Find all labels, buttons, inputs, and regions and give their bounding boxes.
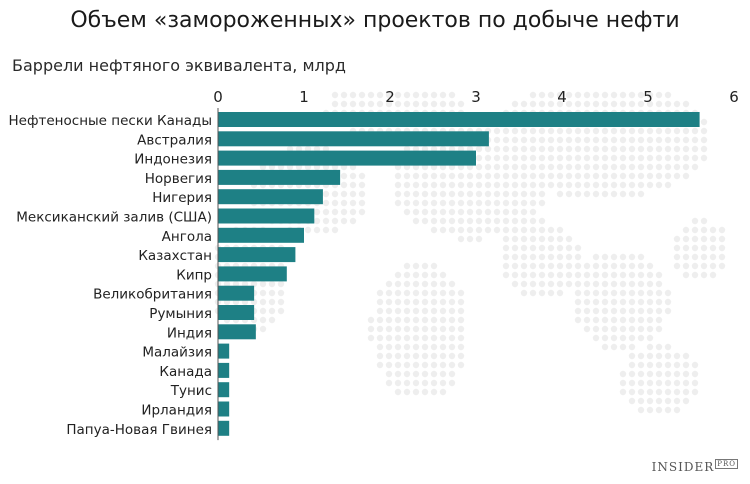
bar	[218, 266, 287, 282]
category-label: Ирландия	[141, 403, 212, 419]
category-label: Индия	[167, 325, 212, 341]
category-label: Румыния	[149, 306, 212, 322]
bar	[218, 227, 304, 243]
category-label: Папуа-Новая Гвинея	[66, 422, 212, 438]
x-tick-label: 3	[471, 88, 481, 106]
category-label: Норвегия	[145, 171, 212, 187]
bar	[218, 401, 230, 417]
x-tick-label: 2	[385, 88, 395, 106]
x-tick-labels-group: 0 1 2 3 4 5 6	[213, 88, 739, 106]
category-label: Малайзия	[142, 345, 212, 361]
bar	[218, 112, 700, 127]
bar	[218, 420, 230, 436]
category-labels-group: Нефтеносные пески Канады Австралия Индонез…	[9, 113, 212, 438]
bar	[218, 305, 255, 320]
x-tick-label: 4	[557, 88, 567, 106]
bar	[218, 343, 230, 359]
bar	[218, 131, 489, 147]
bars-group	[218, 112, 700, 436]
category-label: Ангола	[162, 229, 212, 245]
category-label: Казахстан	[138, 248, 212, 264]
category-label: Тунис	[170, 383, 212, 399]
category-label: Индонезия	[134, 152, 212, 168]
chart-title: Объем «замороженных» проектов по добыче …	[70, 8, 680, 33]
bar	[218, 362, 230, 378]
bar	[218, 208, 315, 224]
category-label: Кипр	[176, 267, 212, 283]
bar	[218, 247, 296, 263]
bar	[218, 285, 255, 301]
category-label: Нигерия	[152, 190, 212, 206]
x-tick-label: 0	[213, 88, 223, 106]
x-tick-label: 1	[299, 88, 309, 106]
bar	[218, 382, 230, 398]
category-label: Великобритания	[93, 287, 212, 303]
category-label: Австралия	[137, 132, 212, 148]
bar	[218, 324, 256, 340]
category-label: Канада	[159, 364, 212, 380]
bar	[218, 189, 323, 205]
x-tick-label: 6	[729, 88, 739, 106]
chart-subtitle: Баррели нефтяного эквивалента, млрд	[12, 56, 346, 75]
category-label: Мексиканский залив (США)	[16, 210, 212, 226]
category-label: Нефтеносные пески Канады	[9, 113, 212, 129]
bar	[218, 150, 476, 166]
x-tick-label: 5	[643, 88, 653, 106]
insider-pro-logo: INSIDER PRO	[651, 459, 738, 474]
bar	[218, 169, 341, 185]
